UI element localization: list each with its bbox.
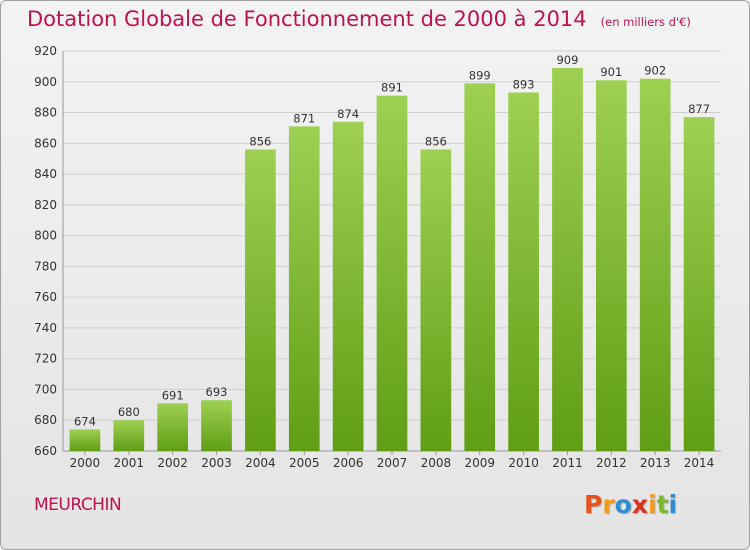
logo-letter: i	[648, 490, 657, 519]
bar-2014	[683, 117, 715, 452]
x-tick-label: 2008	[421, 456, 452, 470]
data-label: 871	[293, 111, 315, 125]
y-tick-label: 820	[34, 198, 57, 212]
logo-letter: x	[631, 490, 648, 519]
y-tick-label: 840	[34, 167, 57, 181]
bar-2002	[157, 403, 189, 451]
data-label: 893	[513, 78, 535, 92]
data-label: 693	[206, 385, 228, 399]
data-label: 909	[556, 53, 578, 67]
bar-2003	[201, 400, 232, 451]
data-label: 874	[337, 107, 359, 121]
bar-2009	[464, 83, 496, 452]
y-tick-label: 860	[34, 136, 57, 150]
y-tick-label: 880	[34, 106, 57, 120]
data-label: 901	[600, 65, 622, 79]
x-tick-label: 2014	[684, 456, 715, 470]
bar-2000	[69, 429, 101, 451]
data-label: 877	[688, 102, 710, 116]
data-label: 691	[162, 388, 184, 402]
logo-letter: t	[656, 490, 669, 519]
y-tick-label: 760	[34, 290, 57, 304]
proxiti-logo: Proxiti	[584, 490, 677, 519]
data-label: 856	[425, 134, 447, 148]
x-tick-label: 2011	[552, 456, 583, 470]
commune-name: MEURCHIN	[34, 495, 122, 515]
logo-letter: o	[614, 490, 632, 519]
data-label: 902	[644, 64, 666, 78]
bar-2006	[332, 121, 364, 452]
x-tick-label: 2001	[114, 456, 145, 470]
x-tick-label: 2004	[245, 456, 276, 470]
y-tick-label: 720	[34, 352, 57, 366]
x-tick-label: 2003	[201, 456, 232, 470]
data-label: 899	[469, 68, 491, 82]
x-tick-label: 2010	[508, 456, 539, 470]
bar-2005	[288, 126, 320, 451]
x-tick-label: 2013	[640, 456, 671, 470]
chart-title-block: Dotation Globale de Fonctionnement de 20…	[27, 7, 691, 31]
x-tick-label: 2007	[377, 456, 408, 470]
y-tick-label: 900	[34, 75, 57, 89]
bar-2012	[595, 80, 627, 451]
x-tick-label: 2012	[596, 456, 627, 470]
y-tick-label: 680	[34, 413, 57, 427]
data-label: 680	[118, 405, 140, 419]
bar-2001	[113, 420, 145, 451]
data-label: 891	[381, 81, 403, 95]
data-label: 674	[74, 414, 96, 428]
x-tick-label: 2000	[70, 456, 101, 470]
y-tick-label: 700	[34, 382, 57, 396]
bar-2008	[420, 149, 452, 451]
bar-2010	[508, 92, 539, 452]
chart-unit: (en milliers d'€)	[600, 15, 691, 29]
bar-2011	[552, 67, 583, 451]
y-tick-label: 660	[34, 444, 57, 458]
y-tick-label: 920	[34, 44, 57, 58]
data-label: 856	[249, 134, 271, 148]
x-tick-label: 2005	[289, 456, 320, 470]
bar-2004	[245, 149, 276, 451]
x-tick-label: 2006	[333, 456, 364, 470]
bar-2007	[376, 95, 408, 451]
x-tick-label: 2002	[157, 456, 188, 470]
chart-title: Dotation Globale de Fonctionnement de 20…	[27, 7, 587, 31]
logo-letter: r	[602, 490, 615, 519]
x-tick-label: 2009	[464, 456, 495, 470]
bar-2013	[639, 78, 671, 451]
y-tick-label: 780	[34, 259, 57, 273]
logo-letter: i	[668, 490, 678, 519]
y-tick-label: 800	[34, 229, 57, 243]
y-tick-label: 740	[34, 321, 57, 335]
logo-letter: P	[584, 490, 603, 519]
